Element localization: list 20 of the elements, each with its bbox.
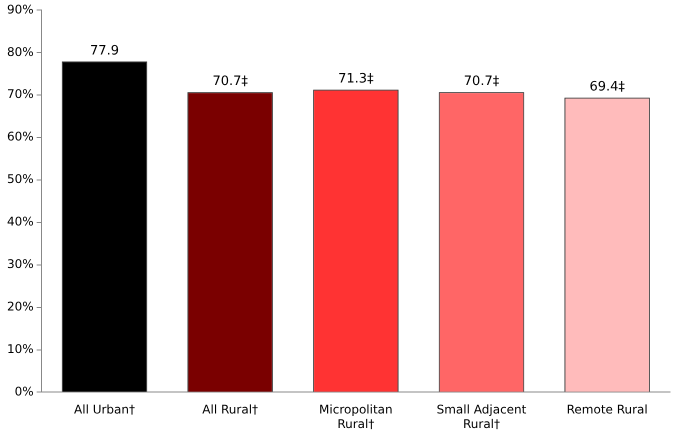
data-label: 77.9 [90,43,119,58]
x-tick-label: Remote Rural [566,402,648,417]
y-tick-label: 40% [7,214,34,229]
y-tick-label: 90% [7,2,34,16]
y-tick-label: 20% [7,299,34,314]
data-label: 70.7‡ [212,74,248,89]
y-tick-label: 30% [7,256,34,271]
x-tick-label: Small Adjacent Rural† [436,402,527,431]
data-label: 70.7‡ [464,74,500,89]
x-tick-label: Micropolitan Rural† [319,402,393,431]
y-tick-label: 0% [14,384,34,398]
x-tick-label: All Rural† [202,402,258,417]
data-label: 71.3‡ [338,71,374,86]
data-label: 69.4‡ [589,80,626,95]
y-tick-label: 50% [7,172,34,186]
y-tick-label: 80% [7,44,34,59]
y-tick-label: 70% [7,87,34,102]
x-tick-label: All Urban† [74,402,135,417]
y-tick-label: 10% [7,342,34,356]
y-tick-label: 60% [7,130,34,144]
